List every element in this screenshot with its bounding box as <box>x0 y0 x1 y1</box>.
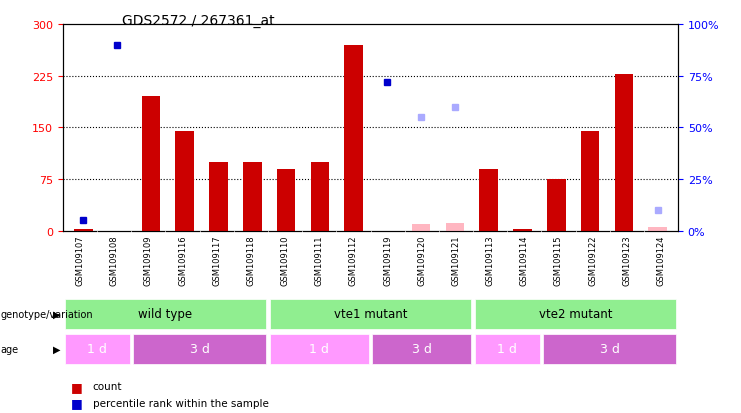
Bar <box>445 223 465 231</box>
Text: percentile rank within the sample: percentile rank within the sample <box>93 398 268 408</box>
Text: GSM109116: GSM109116 <box>178 235 187 285</box>
Text: GSM109114: GSM109114 <box>519 235 529 285</box>
Bar <box>581 131 599 231</box>
Text: 3 d: 3 d <box>599 342 619 356</box>
Text: GSM109119: GSM109119 <box>383 235 392 285</box>
Bar <box>64 299 266 329</box>
Text: ■: ■ <box>70 396 82 409</box>
Text: genotype/variation: genotype/variation <box>1 309 93 319</box>
Text: vte2 mutant: vte2 mutant <box>539 307 612 320</box>
Text: GSM109115: GSM109115 <box>554 235 563 285</box>
Bar <box>142 97 160 231</box>
Text: GDS2572 / 267361_at: GDS2572 / 267361_at <box>122 14 275 28</box>
Text: GSM109107: GSM109107 <box>76 235 84 285</box>
Bar <box>543 334 677 364</box>
Bar <box>243 162 262 231</box>
Text: GSM109108: GSM109108 <box>110 235 119 285</box>
Bar <box>475 299 677 329</box>
Bar <box>514 230 532 231</box>
Bar <box>479 169 498 231</box>
Text: GSM109122: GSM109122 <box>588 235 597 285</box>
Bar <box>209 162 227 231</box>
Bar <box>276 169 296 231</box>
Text: 1 d: 1 d <box>87 342 107 356</box>
Text: ▶: ▶ <box>53 309 61 319</box>
Bar <box>74 230 93 231</box>
Text: GSM109113: GSM109113 <box>485 235 494 285</box>
Text: 3 d: 3 d <box>412 342 432 356</box>
Text: GSM109124: GSM109124 <box>657 235 665 285</box>
Bar <box>270 334 369 364</box>
Text: count: count <box>93 381 122 391</box>
Bar <box>372 334 471 364</box>
Text: GSM109117: GSM109117 <box>212 235 222 285</box>
Text: GSM109109: GSM109109 <box>144 235 153 285</box>
Bar <box>345 45 363 231</box>
Bar <box>176 131 194 231</box>
Text: GSM109118: GSM109118 <box>247 235 256 285</box>
Text: 1 d: 1 d <box>497 342 517 356</box>
Bar <box>133 334 266 364</box>
Text: GSM109110: GSM109110 <box>281 235 290 285</box>
Text: 1 d: 1 d <box>309 342 329 356</box>
Text: ▶: ▶ <box>53 344 61 354</box>
Text: GSM109112: GSM109112 <box>349 235 358 285</box>
Text: GSM109120: GSM109120 <box>417 235 426 285</box>
Bar <box>547 180 565 231</box>
Text: GSM109121: GSM109121 <box>451 235 460 285</box>
Text: GSM109123: GSM109123 <box>622 235 631 285</box>
Text: age: age <box>1 344 19 354</box>
Text: vte1 mutant: vte1 mutant <box>333 307 408 320</box>
Bar <box>270 299 471 329</box>
Bar <box>64 334 130 364</box>
Bar <box>614 74 634 231</box>
Bar <box>648 228 667 231</box>
Text: 3 d: 3 d <box>190 342 210 356</box>
Bar <box>475 334 539 364</box>
Text: GSM109111: GSM109111 <box>315 235 324 285</box>
Text: ■: ■ <box>70 380 82 393</box>
Text: wild type: wild type <box>139 307 193 320</box>
Bar <box>412 224 431 231</box>
Bar <box>310 162 329 231</box>
